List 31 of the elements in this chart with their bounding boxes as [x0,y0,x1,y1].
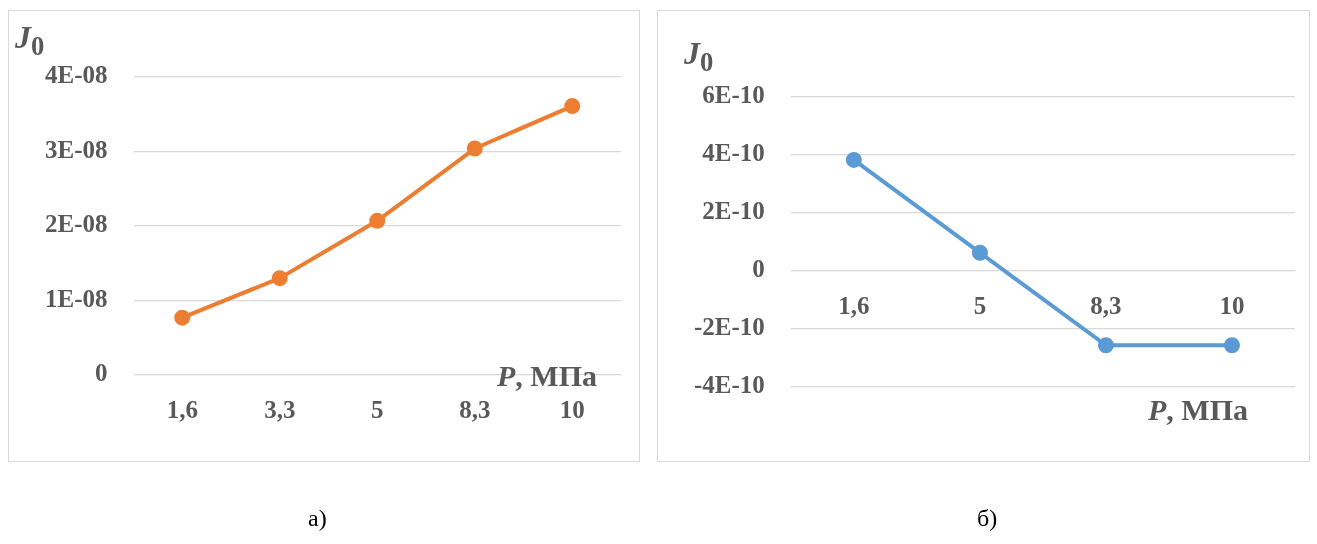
point [271,270,288,287]
point [466,140,483,157]
x-tick-label: 5 [973,292,987,320]
x-tick-label: 8,3 [1090,292,1122,320]
y-tick-label: -4E-10 [694,371,765,399]
y-tick-label: -2E-10 [694,313,765,341]
text: а) [308,505,327,532]
y-tick-label: 4E-10 [702,139,765,167]
point [174,309,191,326]
x-axis-title: P, МПа [497,359,597,393]
y-tick-label: 1E-08 [45,284,108,312]
x-tick-label: 10 [1219,292,1245,320]
x-tick-label: 5 [371,396,384,424]
y-tick-label: 6E-10 [702,81,765,109]
x-tick-label: 10 [559,396,585,424]
y-tick-label: 4E-08 [45,61,108,89]
y-tick-label: 3E-08 [45,135,108,163]
y-tick-label: 0 [752,255,765,283]
y-tick-label: 2E-08 [45,210,108,238]
point [564,98,581,115]
y-tick-label: 2E-10 [702,197,765,225]
point [369,212,386,229]
y-axis-title: J$_{0}$ [15,19,45,62]
text: б) [977,505,998,532]
x-axis-title: P, МПа [1148,393,1248,427]
x-tick-label: 8,3 [459,396,491,424]
x-tick-label: 3,3 [264,396,296,424]
y-tick-label: 0 [95,359,108,387]
x-tick-label: 1,6 [838,292,870,320]
x-tick-label: 1,6 [166,396,198,424]
y-axis-title: J$_{0}$ [684,35,714,78]
